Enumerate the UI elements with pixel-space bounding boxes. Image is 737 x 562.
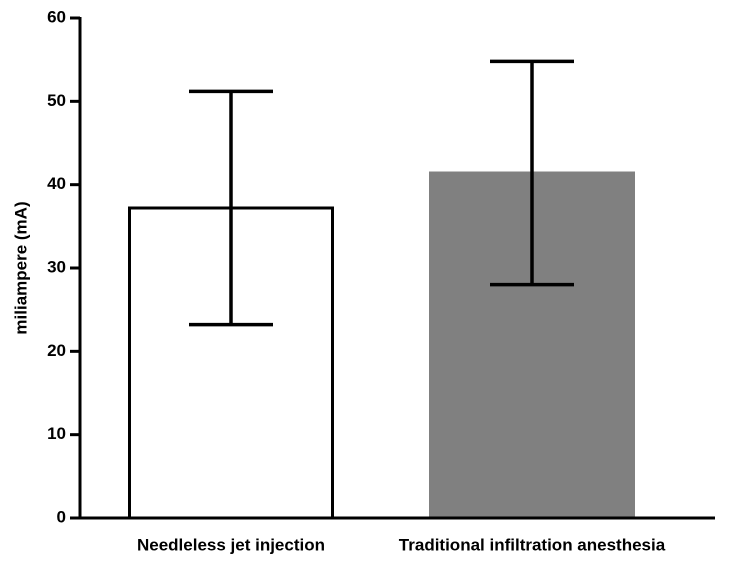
y-tick-label: 40 [47, 174, 66, 193]
y-tick-label: 20 [47, 341, 66, 360]
x-tick-label: Traditional infiltration anesthesia [399, 535, 666, 554]
y-tick-label: 10 [47, 424, 66, 443]
y-axis-label: miliampere (mA) [11, 201, 30, 334]
y-tick-label: 60 [47, 7, 66, 26]
y-tick-label: 0 [57, 507, 66, 526]
y-tick-label: 30 [47, 257, 66, 276]
x-tick-label: Needleless jet injection [137, 535, 325, 554]
y-tick-label: 50 [47, 91, 66, 110]
